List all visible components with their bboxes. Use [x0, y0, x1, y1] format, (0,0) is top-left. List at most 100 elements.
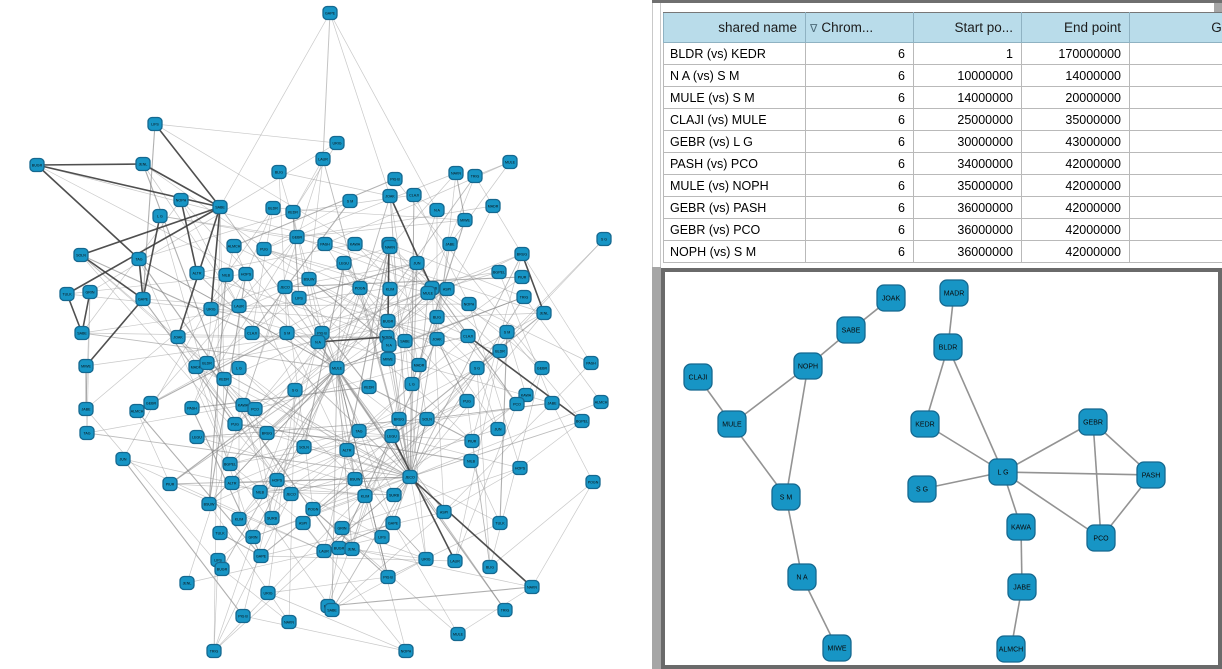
table-cell[interactable]: 6 — [805, 42, 914, 65]
network-node[interactable] — [448, 165, 464, 181]
network-node[interactable] — [544, 395, 560, 411]
network-node[interactable] — [347, 236, 363, 252]
subnetwork-node-l-g[interactable] — [988, 458, 1018, 486]
network-node[interactable] — [442, 236, 458, 252]
subnetwork-node-bldr[interactable] — [933, 333, 963, 361]
table-row[interactable]: GEBR (vs) PCO636000000420000008.4 — [663, 218, 1222, 241]
network-node[interactable] — [295, 515, 311, 531]
table-cell[interactable]: 42000000 — [1021, 196, 1130, 219]
network-node[interactable] — [135, 156, 151, 172]
subnetwork-edge-L G-GEBR[interactable] — [1002, 421, 1094, 473]
table-cell[interactable]: 42000000 — [1021, 174, 1130, 197]
table-cell[interactable]: 170000000 — [1021, 42, 1130, 65]
network-node[interactable] — [78, 358, 94, 374]
network-node[interactable] — [457, 212, 473, 228]
subnetwork-node-noph[interactable] — [793, 352, 823, 380]
network-node[interactable] — [593, 394, 609, 410]
table-row[interactable]: GEBR (vs) L G6300000004300000016.9 — [663, 130, 1222, 153]
network-node[interactable] — [253, 548, 269, 564]
table-cell[interactable]: 8.4 — [1129, 218, 1222, 241]
network-node[interactable] — [429, 309, 445, 325]
subnetwork-node-claji[interactable] — [683, 363, 713, 391]
network-node[interactable] — [380, 351, 396, 367]
network-node[interactable] — [411, 357, 427, 373]
network-node[interactable] — [357, 488, 373, 504]
table-cell[interactable]: CLAJI (vs) MULE — [663, 108, 806, 131]
column-header-start-po-[interactable]: Start po... — [913, 12, 1022, 43]
network-node[interactable] — [491, 264, 507, 280]
network-node[interactable] — [450, 626, 466, 642]
network-node[interactable] — [285, 204, 301, 220]
network-node[interactable] — [516, 289, 532, 305]
network-node[interactable] — [143, 395, 159, 411]
network-node[interactable] — [334, 520, 350, 536]
network-node[interactable] — [418, 551, 434, 567]
table-cell[interactable]: 35000000 — [1021, 108, 1130, 131]
table-cell[interactable]: PASH (vs) PCO — [663, 152, 806, 175]
subnetwork-edge-L G-PCO[interactable] — [1002, 471, 1102, 539]
table-cell[interactable]: 6 — [805, 130, 914, 153]
network-node[interactable] — [162, 476, 178, 492]
network-node[interactable] — [256, 241, 272, 257]
network-node[interactable] — [216, 371, 232, 387]
network-node[interactable] — [536, 305, 552, 321]
network-node[interactable] — [469, 360, 485, 376]
table-cell[interactable]: 6.6 — [1129, 64, 1222, 87]
network-node[interactable] — [509, 396, 525, 412]
table-cell[interactable]: 16.9 — [1129, 130, 1222, 153]
table-row[interactable]: GEBR (vs) PASH636000000420000008.9 — [663, 196, 1222, 219]
network-node[interactable] — [429, 331, 445, 347]
table-cell[interactable]: 36000000 — [913, 218, 1022, 241]
divider-bar[interactable] — [652, 267, 661, 669]
network-node[interactable] — [461, 296, 477, 312]
table-cell[interactable]: 42000000 — [1021, 240, 1130, 263]
network-node[interactable] — [289, 229, 305, 245]
network-node[interactable] — [514, 246, 530, 262]
network-node[interactable] — [439, 281, 455, 297]
network-node[interactable] — [342, 193, 358, 209]
table-cell[interactable]: 7.5 — [1129, 86, 1222, 109]
network-node[interactable] — [78, 401, 94, 417]
panel-divider[interactable] — [652, 0, 661, 669]
network-node[interactable] — [512, 460, 528, 476]
table-cell[interactable]: 6 — [805, 218, 914, 241]
network-node[interactable] — [79, 425, 95, 441]
network-node[interactable] — [29, 157, 45, 173]
table-cell[interactable]: 6 — [805, 174, 914, 197]
table-cell[interactable]: 36000000 — [913, 240, 1022, 263]
network-node[interactable] — [347, 471, 363, 487]
network-node[interactable] — [429, 202, 445, 218]
network-node[interactable] — [59, 286, 75, 302]
network-node[interactable] — [459, 393, 475, 409]
network-node[interactable] — [574, 413, 590, 429]
network-node[interactable] — [235, 608, 251, 624]
network-node[interactable] — [189, 429, 205, 445]
network-node[interactable] — [201, 496, 217, 512]
table-cell[interactable]: 42000000 — [1021, 218, 1130, 241]
network-node[interactable] — [222, 456, 238, 472]
table-cell[interactable]: 14000000 — [1021, 64, 1130, 87]
network-node[interactable] — [583, 355, 599, 371]
network-node[interactable] — [387, 171, 403, 187]
filter-icon[interactable]: ∇ — [810, 23, 818, 35]
table-row[interactable]: N A (vs) S M610000000140000006.6 — [663, 64, 1222, 87]
network-node[interactable] — [184, 400, 200, 416]
network-node[interactable] — [329, 360, 345, 376]
network-node[interactable] — [206, 643, 222, 659]
network-node[interactable] — [447, 553, 463, 569]
network-node[interactable] — [351, 423, 367, 439]
network-node[interactable] — [585, 474, 601, 490]
network-node[interactable] — [189, 265, 205, 281]
network-node[interactable] — [420, 285, 436, 301]
table-cell[interactable]: 35000000 — [913, 174, 1022, 197]
network-node[interactable] — [402, 469, 418, 485]
network-node[interactable] — [283, 486, 299, 502]
table-cell[interactable]: 20000000 — [1021, 86, 1130, 109]
subnetwork-node-joak[interactable] — [876, 284, 906, 312]
network-node[interactable] — [238, 266, 254, 282]
network-node[interactable] — [492, 515, 508, 531]
network-node[interactable] — [467, 168, 483, 184]
network-node[interactable] — [281, 614, 297, 630]
network-node[interactable] — [170, 329, 186, 345]
network-node[interactable] — [271, 164, 287, 180]
